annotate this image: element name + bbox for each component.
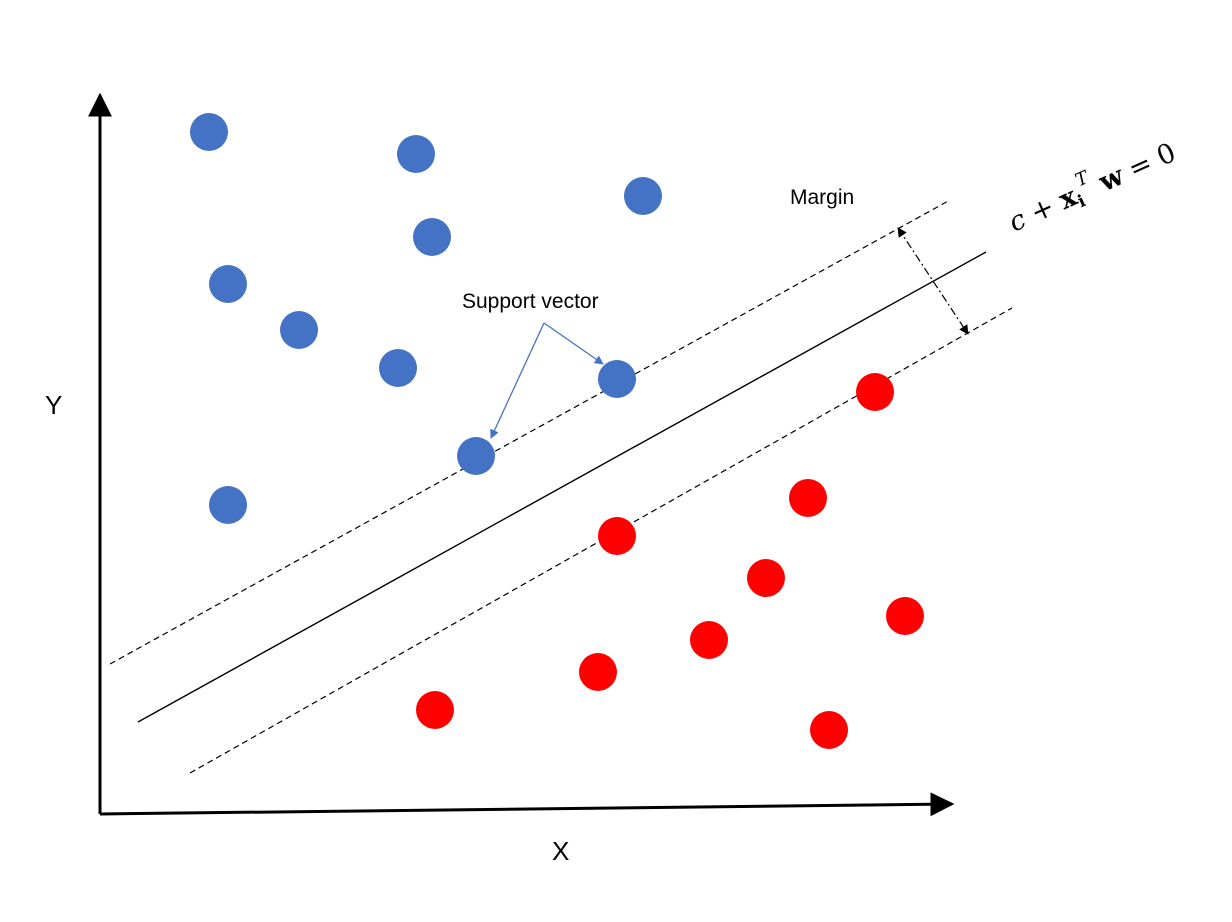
red-point — [886, 597, 924, 635]
support-vector-arrow-left — [490, 322, 545, 439]
blue-point — [379, 349, 417, 387]
blue-points — [190, 113, 662, 524]
y-axis-label: Y — [45, 390, 62, 420]
red-point — [810, 711, 848, 749]
x-axis-label: X — [552, 836, 569, 866]
blue-point — [209, 265, 247, 303]
blue-support-vector — [598, 360, 636, 398]
red-points — [416, 373, 924, 749]
eq-equals: = 0 — [1116, 137, 1181, 188]
blue-point — [624, 177, 662, 215]
support-vector-arrow-right — [543, 322, 604, 365]
red-point — [747, 559, 785, 597]
blue-support-vector — [457, 437, 495, 475]
red-point — [856, 373, 894, 411]
blue-point — [397, 135, 435, 173]
blue-point — [413, 218, 451, 256]
red-point — [579, 653, 617, 691]
blue-point — [209, 486, 247, 524]
red-support-vector — [598, 517, 636, 555]
red-point — [789, 479, 827, 517]
decision-boundary — [137, 251, 987, 723]
blue-point — [280, 311, 318, 349]
blue-point — [190, 113, 228, 151]
red-point — [690, 621, 728, 659]
margin-arrow — [897, 227, 969, 335]
hyperplane-equation: c + xiT w = 0 — [1001, 131, 1181, 241]
red-point — [416, 691, 454, 729]
margin-label: Margin — [790, 186, 854, 209]
x-axis — [99, 792, 955, 817]
support-vector-label: Support vector — [462, 290, 599, 313]
